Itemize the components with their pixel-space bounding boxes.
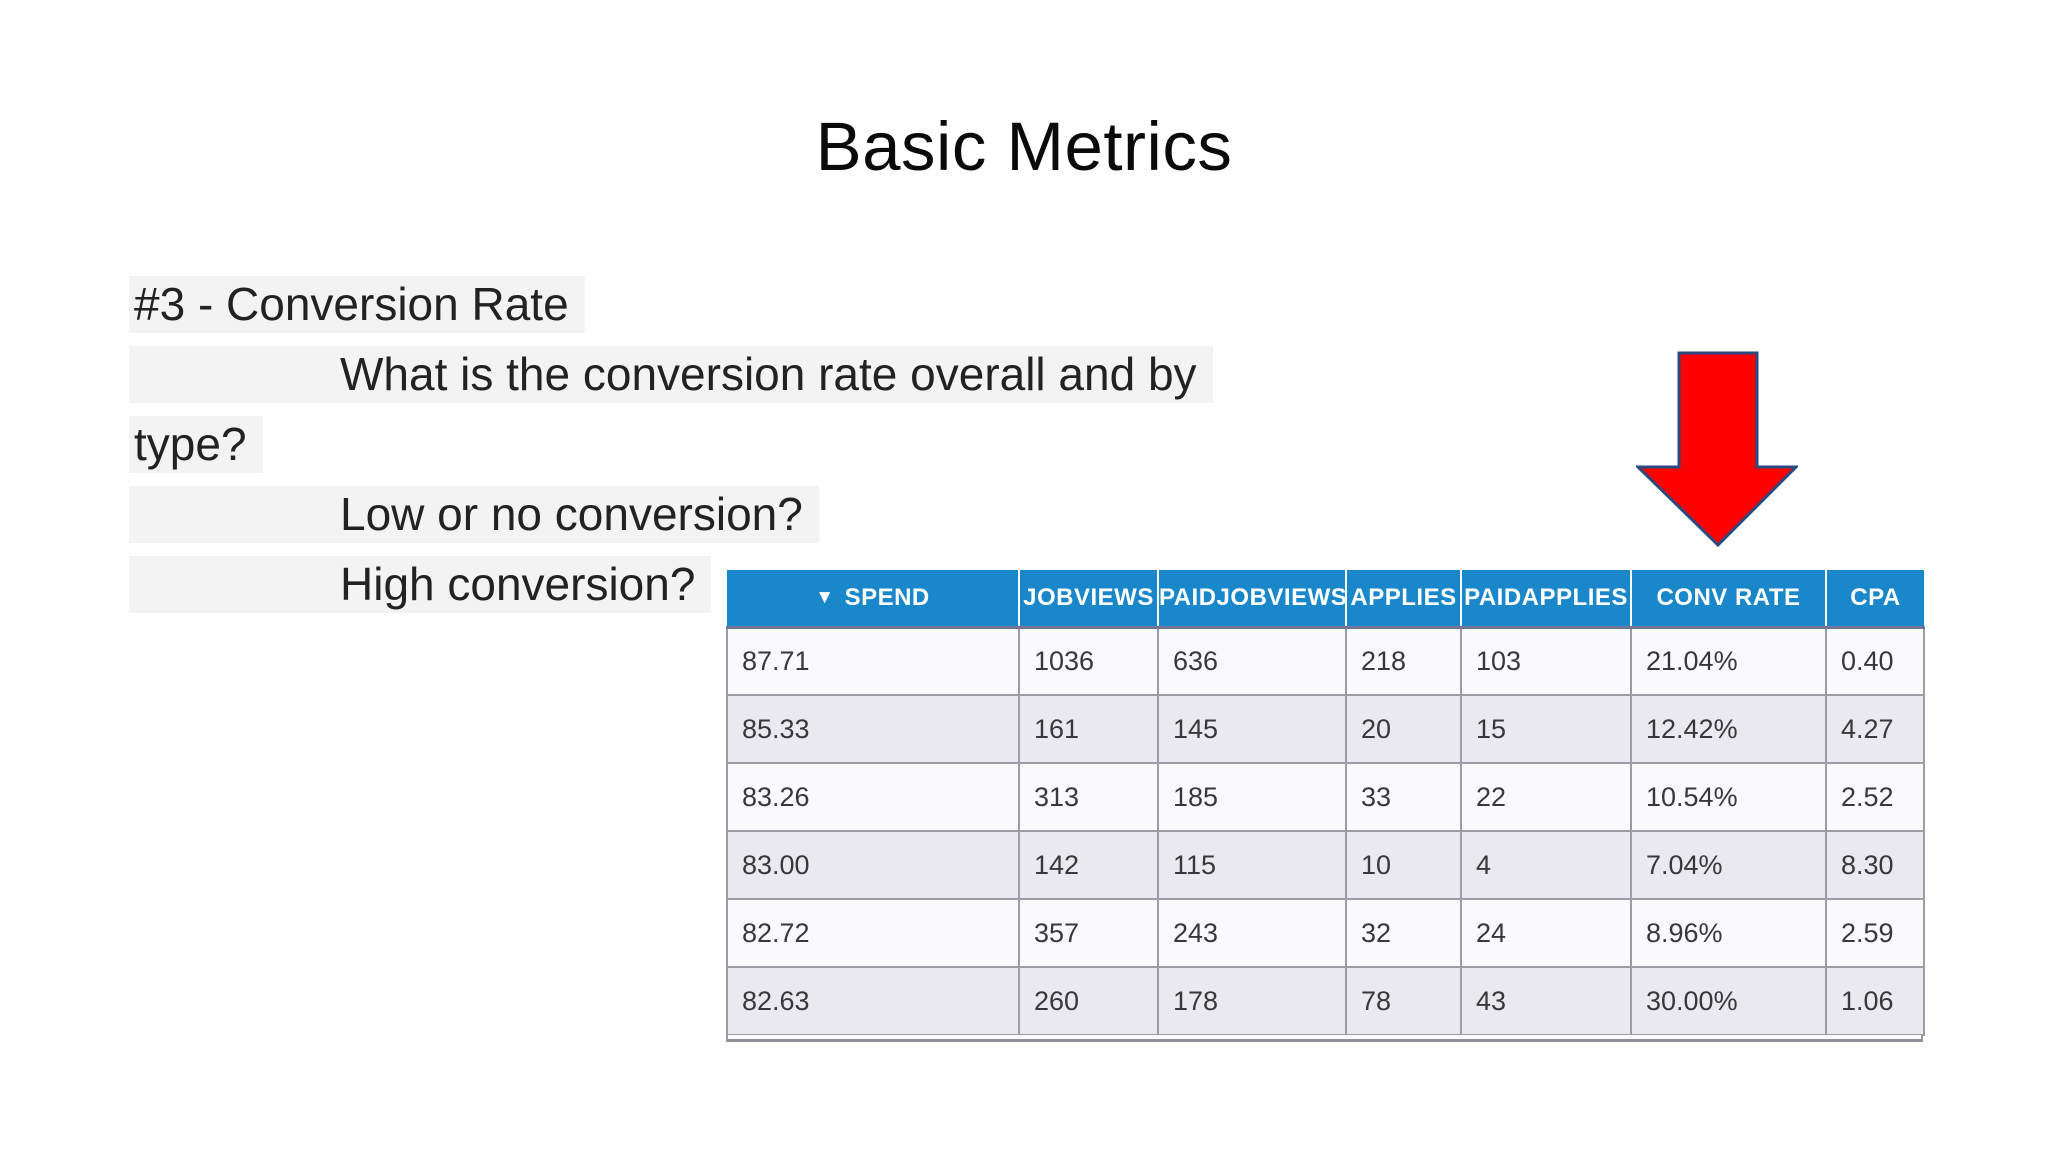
- table-cell: 24: [1460, 898, 1632, 968]
- table-cell: 21.04%: [1630, 626, 1827, 696]
- table-cell: 22: [1460, 762, 1632, 832]
- table-row: 85.33 161 145 20 15 12.42% 4.27: [726, 694, 1925, 764]
- table-header-row: ▼ SPEND JOBVIEWS PAIDJOBVIEWS APPLIES PAIDAPP…: [727, 570, 1924, 629]
- table-cell: 43: [1460, 966, 1632, 1036]
- note-text: type?: [129, 416, 263, 473]
- note-text: High conversion?: [129, 556, 712, 613]
- table-cell: 178: [1157, 966, 1347, 1036]
- table-cell: 4.27: [1825, 694, 1925, 764]
- column-header-jobviews[interactable]: JOBVIEWS: [1018, 570, 1158, 629]
- table-cell: 10.54%: [1630, 762, 1827, 832]
- column-label: CONV RATE: [1656, 583, 1801, 611]
- table-cell: 83.26: [726, 762, 1020, 832]
- table-cell: 8.30: [1825, 830, 1925, 900]
- table-cell: 185: [1157, 762, 1347, 832]
- page-title: Basic Metrics: [815, 108, 1233, 185]
- table-row: 87.71 1036 636 218 103 21.04% 0.40: [726, 626, 1925, 696]
- table-cell: 83.00: [726, 830, 1020, 900]
- table-row: 82.72 357 243 32 24 8.96% 2.59: [726, 898, 1925, 968]
- table-cell: 115: [1157, 830, 1347, 900]
- table-cell: 7.04%: [1630, 830, 1827, 900]
- column-label: PAIDAPPLIES: [1464, 583, 1628, 611]
- table-cell: 33: [1345, 762, 1462, 832]
- table-cell: 82.63: [726, 966, 1020, 1036]
- column-header-paidapplies[interactable]: PAIDAPPLIES: [1460, 570, 1631, 629]
- note-text: #3 - Conversion Rate: [129, 276, 585, 333]
- table-cell: 78: [1345, 966, 1462, 1036]
- table-cutoff-row: [726, 1035, 1923, 1042]
- note-line: What is the conversion rate overall and …: [129, 346, 1213, 403]
- table-cell: 12.42%: [1630, 694, 1827, 764]
- sort-desc-icon: ▼: [815, 586, 835, 608]
- table-cell: 85.33: [726, 694, 1020, 764]
- table-cell: 636: [1157, 626, 1347, 696]
- table-cell: 142: [1018, 830, 1159, 900]
- table-cell: 2.59: [1825, 898, 1925, 968]
- note-line: Low or no conversion?: [129, 486, 1213, 543]
- table-cell: 1036: [1018, 626, 1159, 696]
- column-label: CPA: [1850, 583, 1901, 611]
- column-header-applies[interactable]: APPLIES: [1345, 570, 1461, 629]
- table-cell: 243: [1157, 898, 1347, 968]
- table-cell: 82.72: [726, 898, 1020, 968]
- table-cell: 0.40: [1825, 626, 1925, 696]
- table-cell: 2.52: [1825, 762, 1925, 832]
- table-cell: 313: [1018, 762, 1159, 832]
- table-row: 83.26 313 185 33 22 10.54% 2.52: [726, 762, 1925, 832]
- table-row: 82.63 260 178 78 43 30.00% 1.06: [726, 966, 1925, 1036]
- note-text: Low or no conversion?: [129, 486, 819, 543]
- note-line: #3 - Conversion Rate: [129, 276, 1213, 333]
- table-cell: 357: [1018, 898, 1159, 968]
- column-header-conv-rate[interactable]: CONV RATE: [1630, 570, 1826, 629]
- table-cell: 87.71: [726, 626, 1020, 696]
- column-header-paidjobviews[interactable]: PAIDJOBVIEWS: [1157, 570, 1346, 629]
- column-label: APPLIES: [1350, 583, 1457, 611]
- column-header-spend[interactable]: ▼ SPEND: [727, 570, 1019, 629]
- table-cell: 145: [1157, 694, 1347, 764]
- table-cell: 30.00%: [1630, 966, 1827, 1036]
- metrics-table: ▼ SPEND JOBVIEWS PAIDJOBVIEWS APPLIES PAIDAPP…: [726, 570, 1925, 1036]
- column-label: SPEND: [844, 583, 930, 611]
- table-cell: 4: [1460, 830, 1632, 900]
- table-cell: 260: [1018, 966, 1159, 1036]
- table-cell: 218: [1345, 626, 1462, 696]
- column-header-cpa[interactable]: CPA: [1825, 570, 1924, 629]
- note-line: High conversion?: [129, 556, 1213, 613]
- notes-block: #3 - Conversion Rate What is the conversi…: [129, 276, 1213, 626]
- table-cell: 10: [1345, 830, 1462, 900]
- note-line: type?: [129, 416, 1213, 473]
- table-body: 87.71 1036 636 218 103 21.04% 0.40 85.33 161 145 2…: [726, 626, 1925, 1036]
- column-label: PAIDJOBVIEWS: [1159, 583, 1346, 611]
- table-cell: 1.06: [1825, 966, 1925, 1036]
- table-row: 83.00 142 115 10 4 7.04% 8.30: [726, 830, 1925, 900]
- table-cell: 20: [1345, 694, 1462, 764]
- table-cell: 103: [1460, 626, 1632, 696]
- table-header: ▼ SPEND JOBVIEWS PAIDJOBVIEWS APPLIES PAIDAPP…: [727, 570, 1924, 629]
- column-label: JOBVIEWS: [1023, 583, 1154, 611]
- table-cell: 161: [1018, 694, 1159, 764]
- red-down-arrow-icon: [1634, 351, 1800, 548]
- table-cell: 8.96%: [1630, 898, 1827, 968]
- table-cell: 32: [1345, 898, 1462, 968]
- table-cell: 15: [1460, 694, 1632, 764]
- note-text: What is the conversion rate overall and …: [129, 346, 1213, 403]
